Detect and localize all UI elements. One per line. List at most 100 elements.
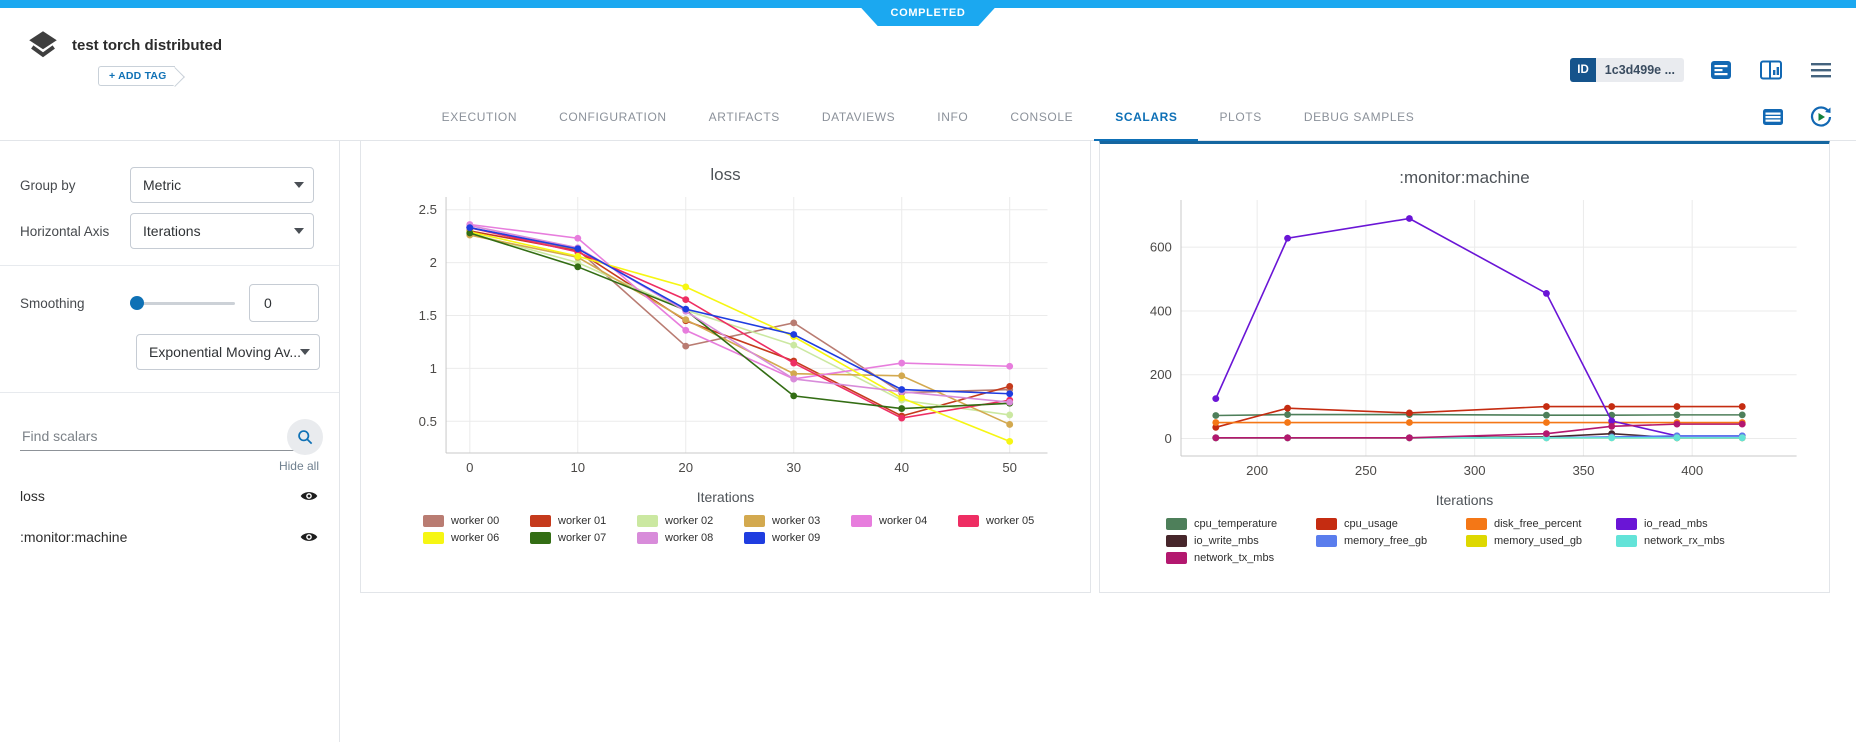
data-point[interactable]: [682, 305, 690, 313]
data-point[interactable]: [790, 392, 798, 400]
data-point[interactable]: [898, 405, 906, 412]
tab-console[interactable]: CONSOLE: [1010, 109, 1074, 124]
data-point[interactable]: [790, 319, 798, 327]
data-point[interactable]: [682, 316, 690, 324]
data-point[interactable]: [1673, 411, 1681, 419]
data-point[interactable]: [1543, 419, 1550, 426]
legend-item-cpu_temperature[interactable]: cpu_temperature: [1166, 518, 1316, 530]
metric-name[interactable]: loss: [20, 487, 45, 504]
legend-item-network_rx_mbs[interactable]: network_rx_mbs: [1616, 535, 1766, 547]
data-point[interactable]: [898, 386, 906, 393]
eye-icon[interactable]: [299, 486, 319, 506]
data-point[interactable]: [1284, 411, 1292, 418]
data-point[interactable]: [790, 331, 798, 338]
data-point[interactable]: [898, 372, 906, 380]
data-point[interactable]: [466, 224, 474, 232]
data-point[interactable]: [1738, 420, 1746, 428]
tab-scalars[interactable]: SCALARS: [1094, 94, 1199, 141]
columns-layout-icon[interactable]: [1758, 58, 1784, 82]
legend-item-worker-06[interactable]: worker 06: [423, 532, 530, 544]
legend-item-worker-07[interactable]: worker 07: [530, 532, 637, 544]
data-point[interactable]: [898, 394, 906, 402]
monitor-machine-line-chart[interactable]: 200 250 300 350 400 0 200 400 600: [1100, 192, 1829, 492]
tab-configuration[interactable]: CONFIGURATION: [559, 109, 667, 124]
legend-item-worker-08[interactable]: worker 08: [637, 532, 744, 544]
smoothing-algorithm-select[interactable]: Exponential Moving Av...: [136, 334, 320, 370]
menu-icon[interactable]: [1808, 58, 1834, 82]
data-point[interactable]: [1006, 421, 1014, 428]
data-point[interactable]: [1006, 390, 1014, 398]
loss-line-chart[interactable]: 0 10 20 30 40 50 0.5 1 1.5 2 2.5: [361, 189, 1090, 489]
tab-execution[interactable]: EXECUTION: [441, 109, 518, 124]
data-point[interactable]: [1608, 434, 1616, 442]
data-point[interactable]: [682, 283, 690, 291]
data-point[interactable]: [682, 296, 690, 304]
console-log-icon[interactable]: [1708, 58, 1734, 82]
data-point[interactable]: [1405, 434, 1413, 442]
data-point[interactable]: [1284, 419, 1292, 426]
table-view-icon[interactable]: [1760, 105, 1786, 129]
data-point[interactable]: [790, 359, 798, 367]
data-point[interactable]: [1543, 411, 1550, 419]
legend-item-worker-01[interactable]: worker 01: [530, 515, 637, 527]
data-point[interactable]: [1673, 420, 1681, 428]
data-point[interactable]: [1212, 419, 1220, 426]
data-point[interactable]: [1543, 403, 1550, 410]
legend-item-worker-05[interactable]: worker 05: [958, 515, 1065, 527]
data-point[interactable]: [1006, 382, 1014, 390]
data-point[interactable]: [574, 252, 582, 260]
smoothing-value-input[interactable]: [249, 284, 319, 322]
legend-item-worker-02[interactable]: worker 02: [637, 515, 744, 527]
data-point[interactable]: [1284, 404, 1292, 412]
data-point[interactable]: [1284, 234, 1292, 242]
data-point[interactable]: [574, 263, 582, 271]
data-point[interactable]: [574, 245, 582, 253]
data-point[interactable]: [1006, 362, 1014, 370]
data-point[interactable]: [574, 234, 582, 242]
data-point[interactable]: [466, 229, 474, 237]
data-point[interactable]: [1006, 437, 1014, 445]
hide-all-link[interactable]: Hide all: [278, 459, 319, 473]
data-point[interactable]: [1608, 422, 1616, 430]
data-point[interactable]: [1673, 403, 1681, 410]
data-point[interactable]: [1608, 403, 1616, 410]
tab-plots[interactable]: PLOTS: [1219, 109, 1262, 124]
add-tag-button[interactable]: + ADD TAG: [98, 66, 175, 86]
legend-item-worker-03[interactable]: worker 03: [744, 515, 851, 527]
data-point[interactable]: [1405, 215, 1413, 222]
metric-name[interactable]: :monitor:machine: [20, 528, 128, 545]
refresh-icon[interactable]: [1808, 105, 1834, 129]
data-point[interactable]: [1738, 411, 1746, 419]
smoothing-slider[interactable]: [130, 296, 235, 310]
legend-item-memory_used_gb[interactable]: memory_used_gb: [1466, 535, 1616, 547]
data-point[interactable]: [790, 375, 798, 383]
data-point[interactable]: [1212, 434, 1220, 442]
tab-artifacts[interactable]: ARTIFACTS: [708, 109, 780, 124]
group-by-select[interactable]: Metric: [130, 167, 314, 203]
legend-item-io_write_mbs[interactable]: io_write_mbs: [1166, 535, 1316, 547]
data-point[interactable]: [1212, 395, 1220, 403]
data-point[interactable]: [1212, 412, 1220, 419]
data-point[interactable]: [898, 359, 906, 367]
experiment-id-chip[interactable]: ID 1c3d499e ...: [1570, 58, 1684, 82]
data-point[interactable]: [1006, 411, 1014, 419]
eye-icon[interactable]: [299, 527, 319, 547]
data-point[interactable]: [1405, 409, 1413, 417]
data-point[interactable]: [1212, 423, 1220, 431]
legend-item-memory_free_gb[interactable]: memory_free_gb: [1316, 535, 1466, 547]
data-point[interactable]: [1738, 403, 1746, 410]
data-point[interactable]: [682, 342, 690, 350]
data-point[interactable]: [790, 341, 798, 349]
legend-item-io_read_mbs[interactable]: io_read_mbs: [1616, 518, 1766, 530]
data-point[interactable]: [898, 414, 906, 422]
data-point[interactable]: [1738, 434, 1746, 442]
data-point[interactable]: [1543, 430, 1550, 438]
legend-item-worker-04[interactable]: worker 04: [851, 515, 958, 527]
legend-item-worker-09[interactable]: worker 09: [744, 532, 851, 544]
legend-item-disk_free_percent[interactable]: disk_free_percent: [1466, 518, 1616, 530]
data-point[interactable]: [1284, 434, 1292, 442]
search-button[interactable]: [287, 419, 323, 455]
data-point[interactable]: [1673, 434, 1681, 442]
slider-thumb[interactable]: [130, 296, 144, 310]
data-point[interactable]: [1543, 290, 1550, 297]
